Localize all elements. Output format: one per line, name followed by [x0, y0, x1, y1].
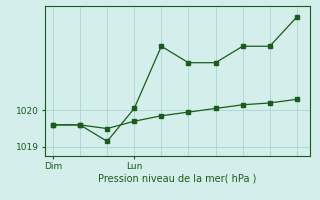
X-axis label: Pression niveau de la mer( hPa ): Pression niveau de la mer( hPa ) — [99, 173, 257, 183]
